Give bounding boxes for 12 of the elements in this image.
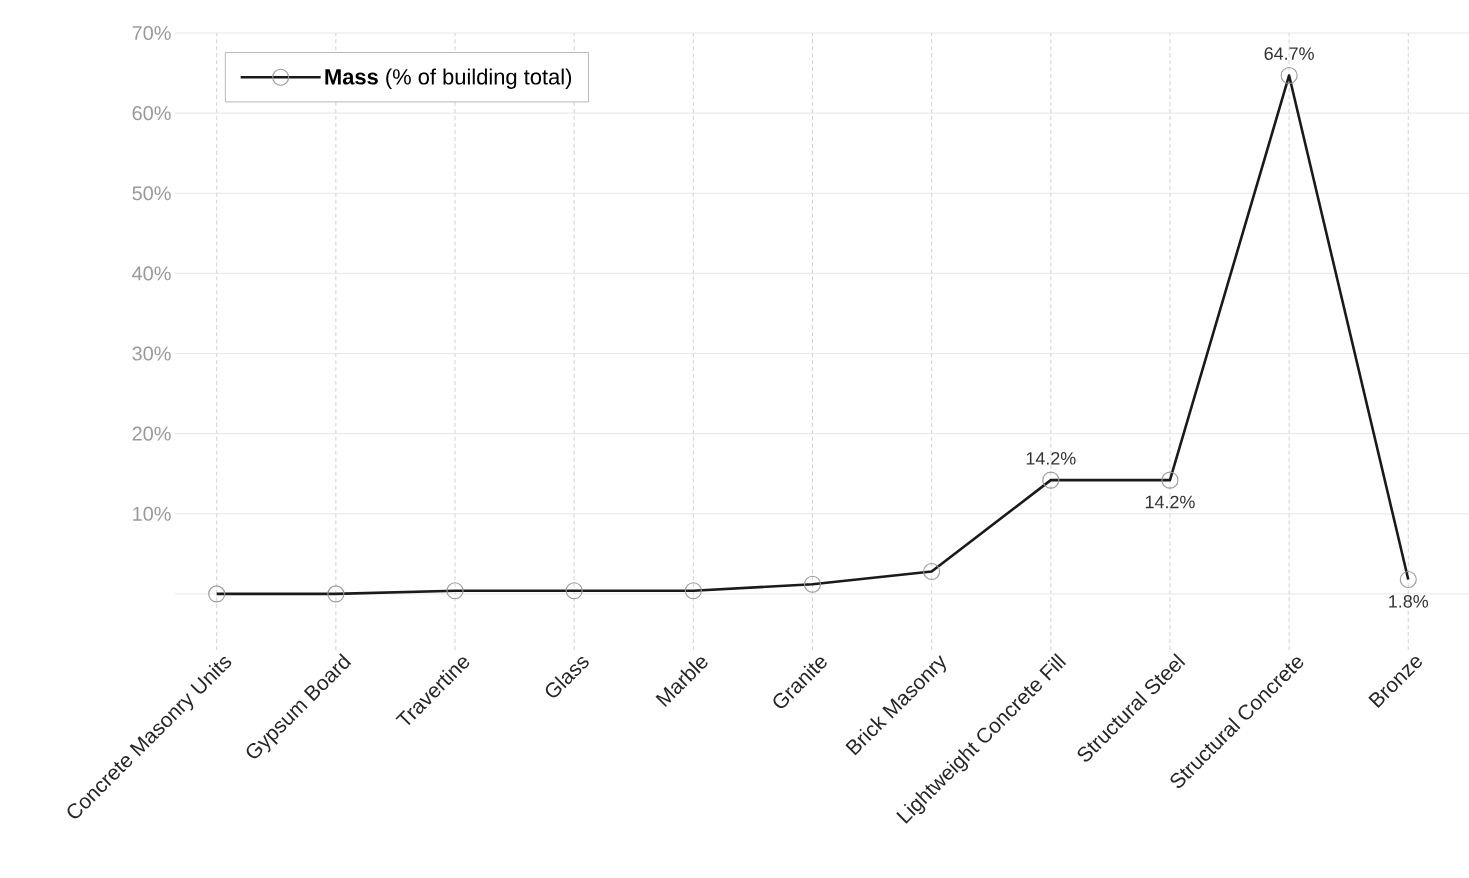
data-label: 14.2% bbox=[1145, 495, 1195, 509]
data-label: 1.8% bbox=[1389, 595, 1429, 608]
y-tick-label: 20% bbox=[132, 426, 171, 441]
y-tick-label: 30% bbox=[132, 346, 171, 361]
y-tick-label: 60% bbox=[132, 106, 171, 121]
y-tick-label: 70% bbox=[132, 25, 171, 41]
data-label: 64.7% bbox=[1264, 47, 1314, 60]
y-tick-label: 10% bbox=[133, 506, 171, 521]
data-label: 14.2% bbox=[1026, 451, 1076, 465]
legend-label: Mass (% of building total) bbox=[325, 68, 572, 89]
y-tick-label: 50% bbox=[132, 186, 171, 201]
y-tick-label: 40% bbox=[132, 266, 171, 281]
